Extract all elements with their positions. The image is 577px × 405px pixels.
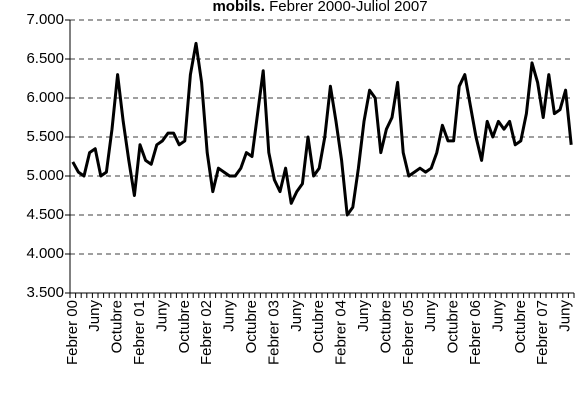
title: mobils. xyxy=(212,0,265,15)
y-tick-label: 5.500 xyxy=(26,128,64,145)
x-tick-label: Octubre xyxy=(512,300,529,353)
x-tick-label: Juny xyxy=(86,300,103,332)
x-tick-label: Juny xyxy=(355,300,372,332)
y-tick-label: 3.500 xyxy=(26,284,64,301)
x-tick-label: Octubre xyxy=(176,300,193,353)
y-tick-label: 4.500 xyxy=(26,206,64,223)
x-tick-label: Febrer 05 xyxy=(400,300,417,365)
x-tick-label: Febrer 06 xyxy=(467,300,484,365)
x-tick-label: Juny xyxy=(422,300,439,332)
y-tick-label: 7.000 xyxy=(26,11,64,28)
x-tick-label: Febrer 07 xyxy=(534,300,551,365)
x-tick-label: Juny xyxy=(288,300,305,332)
x-tick-label: Juny xyxy=(489,300,506,332)
y-tick-label: 6.000 xyxy=(26,89,64,106)
x-tick-label: Octubre xyxy=(243,300,260,353)
x-tick-label: Juny xyxy=(557,300,574,332)
y-tick-label: 4.000 xyxy=(26,245,64,262)
x-tick-label: Juny xyxy=(153,300,170,332)
x-tick-label: Febrer 03 xyxy=(265,300,282,365)
x-tick-label: Febrer 00 xyxy=(64,300,81,365)
y-tick-label: 6.500 xyxy=(26,50,64,67)
x-tick-label: Octubre xyxy=(310,300,327,353)
chart-title: mobils. Febrer 2000-Juliol 2007 xyxy=(212,0,427,15)
line xyxy=(71,41,573,217)
x-tick-label: Juny xyxy=(221,300,238,332)
x-tick-label: Octubre xyxy=(377,300,394,353)
x-tick-label: Febrer 01 xyxy=(131,300,148,365)
x-tick-label: Febrer 02 xyxy=(198,300,215,365)
x-tick-label: Octubre xyxy=(445,300,462,353)
subtitle: Febrer 2000-Juliol 2007 xyxy=(269,0,427,15)
x-tick-label: Febrer 04 xyxy=(333,300,350,365)
x-tick-label: Octubre xyxy=(109,300,126,353)
y-tick-label: 5.000 xyxy=(26,167,64,184)
